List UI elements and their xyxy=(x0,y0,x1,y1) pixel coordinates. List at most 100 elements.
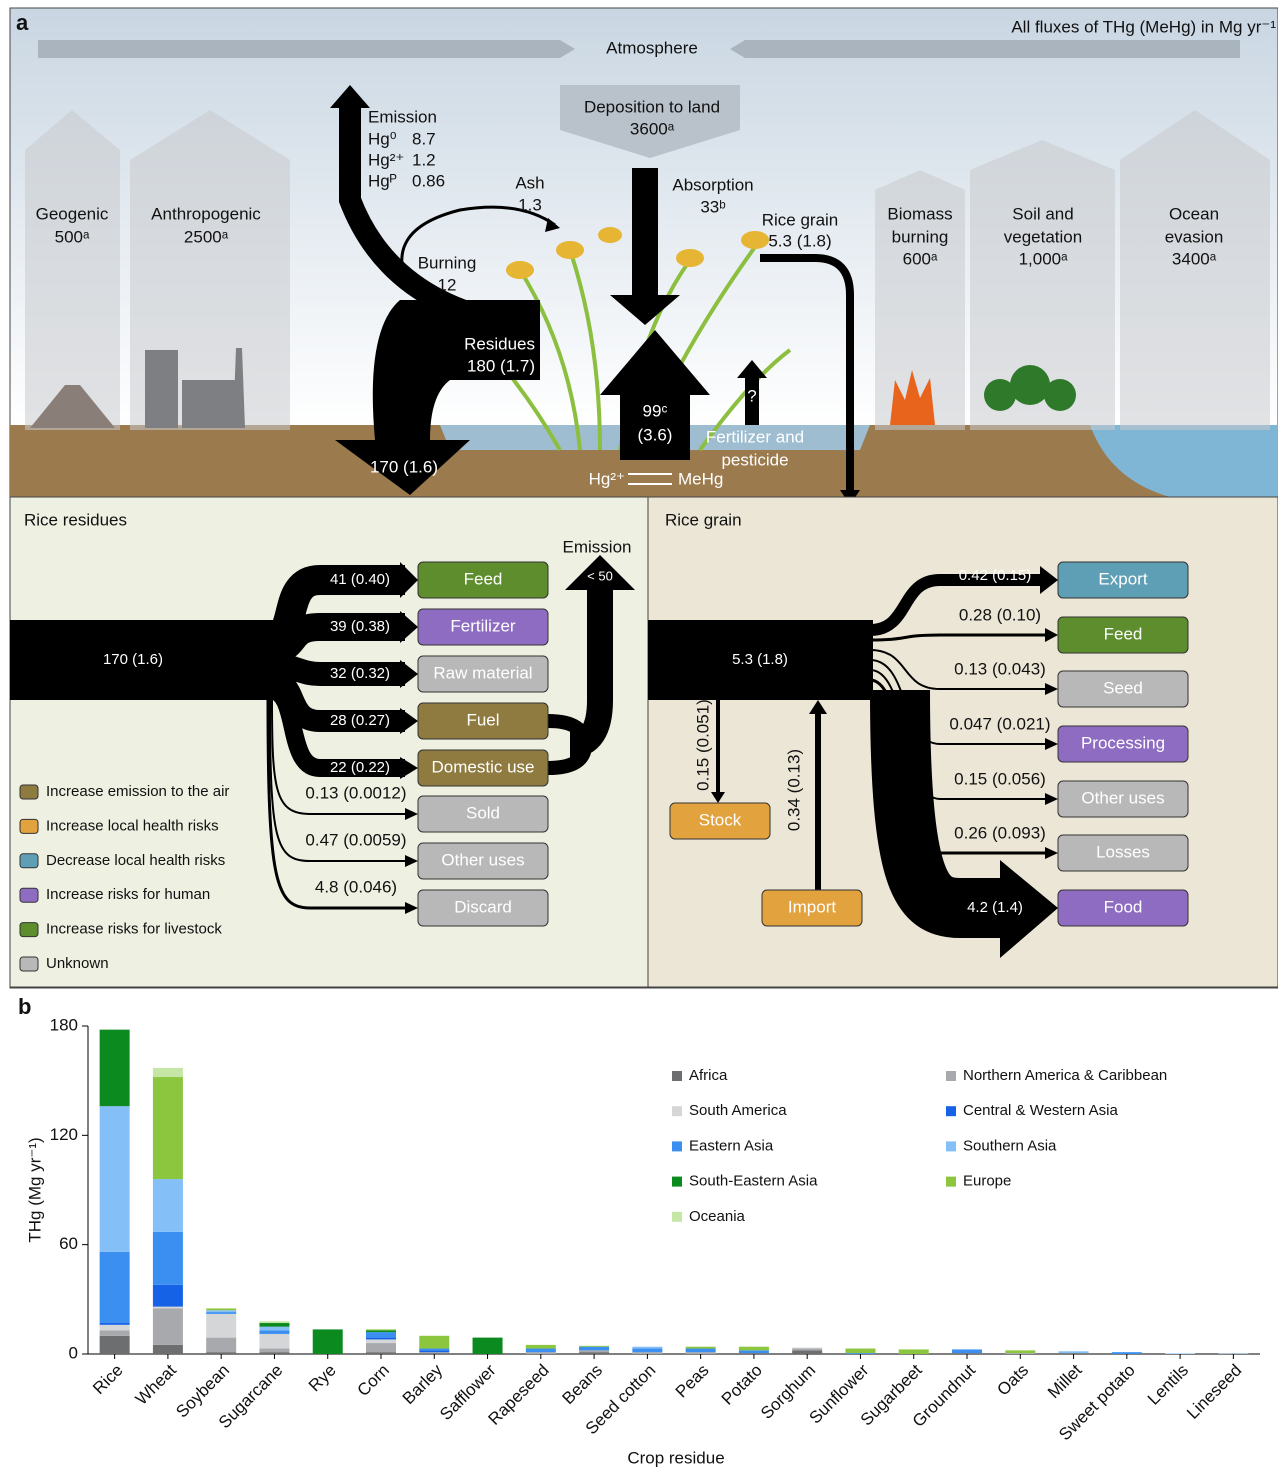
panel-label: b xyxy=(18,994,31,1019)
tree xyxy=(1010,365,1050,405)
label: Hg²⁺ xyxy=(368,150,404,169)
box-label: Other uses xyxy=(441,850,524,869)
legend-label: Central & Western Asia xyxy=(963,1102,1118,1119)
legend-label: Increase local health risks xyxy=(46,817,219,834)
box-label: Food xyxy=(1104,897,1143,916)
source-pillar xyxy=(1120,110,1270,430)
bar-chart: b THg (Mg yr⁻¹) Crop residue 0 60 120 180 Ri… xyxy=(18,994,1260,1467)
legend-label: Increase risks for livestock xyxy=(46,921,222,938)
uptake-arrow xyxy=(600,330,710,460)
source-pillar xyxy=(25,110,120,430)
legend-swatch xyxy=(672,1176,682,1187)
flow-value: 0.26 (0.093) xyxy=(954,823,1046,842)
equilibrium-arrows xyxy=(628,473,672,485)
bar-segment xyxy=(99,1029,130,1107)
bar-segment xyxy=(952,1349,982,1354)
source: 3400ᵃ xyxy=(1172,249,1217,268)
box-label: Export xyxy=(1098,569,1147,588)
bar-segment xyxy=(206,1337,237,1353)
flow-value: 0.047 (0.021) xyxy=(949,714,1050,733)
bar-segment xyxy=(152,1306,183,1309)
flow-value: 0.13 (0.0012) xyxy=(305,783,406,802)
legend-label: Decrease local health risks xyxy=(46,852,225,869)
legend-label: Increase risks for human xyxy=(46,886,210,903)
bar-segment xyxy=(152,1344,183,1354)
label: Residues xyxy=(464,334,535,353)
flow-value: 32 (0.32) xyxy=(330,665,390,682)
bar-segment xyxy=(152,1284,183,1307)
legend-swatch xyxy=(19,853,39,869)
bar-segment xyxy=(685,1352,716,1354)
panel-title: Rice residues xyxy=(24,510,127,529)
x-tick-label: Wheat xyxy=(132,1360,180,1408)
x-tick-label: Oats xyxy=(993,1361,1032,1400)
bar-segment xyxy=(419,1335,450,1349)
legend-swatch xyxy=(672,1211,682,1222)
flow-value: 4.8 (0.046) xyxy=(315,877,397,896)
bar-segment xyxy=(99,1323,130,1325)
bar-segment xyxy=(685,1346,716,1349)
bar-segment xyxy=(898,1349,929,1354)
value: 99ᶜ xyxy=(643,401,668,420)
bar-segment xyxy=(579,1345,610,1347)
legend-label: Oceania xyxy=(689,1208,746,1225)
value: 12 xyxy=(438,275,457,294)
ash-arrow xyxy=(400,205,556,291)
value: 1.2 xyxy=(412,150,436,169)
tree xyxy=(1044,379,1076,411)
bar-segment xyxy=(952,1353,982,1354)
bar-segment xyxy=(792,1350,823,1354)
bar-segment xyxy=(259,1326,290,1331)
label: Burning xyxy=(418,253,477,272)
rice-grains xyxy=(506,227,769,279)
flow-value: 28 (0.27) xyxy=(330,712,390,729)
risk-legend: Increase emission to the air Increase loc… xyxy=(19,783,229,972)
bar-segment xyxy=(738,1350,769,1354)
bar-segment xyxy=(1165,1353,1196,1354)
flow-value: 0.42 (0.15) xyxy=(959,567,1032,584)
y-tick-label: 120 xyxy=(50,1125,78,1144)
bar-segment xyxy=(525,1352,556,1354)
bar-segment xyxy=(738,1346,769,1351)
bar-segment xyxy=(152,1179,183,1232)
flow-boxes xyxy=(417,561,1189,927)
label: pesticide xyxy=(721,450,788,469)
box-label: Discard xyxy=(454,897,512,916)
bar-segment xyxy=(738,1353,769,1354)
bar-segment xyxy=(1058,1353,1089,1354)
value: < 50 xyxy=(587,568,613,583)
bar-segment xyxy=(259,1323,290,1327)
x-tick-label: Lentils xyxy=(1144,1361,1192,1409)
bar-segment xyxy=(99,1335,130,1354)
bar-segment xyxy=(206,1352,237,1354)
bar-segment xyxy=(99,1330,130,1336)
volcano xyxy=(30,385,115,428)
panel-title: Rice grain xyxy=(665,510,742,529)
y-tick-label: 0 xyxy=(69,1343,78,1362)
legend-label: Increase emission to the air xyxy=(46,783,229,800)
bar-segment xyxy=(99,1251,130,1324)
x-tick-label: Peas xyxy=(672,1361,713,1402)
bar-segment xyxy=(579,1352,610,1354)
deposition-shape xyxy=(560,85,740,158)
bar-segment xyxy=(206,1308,237,1311)
legend-label: Northern America & Caribbean xyxy=(963,1067,1167,1084)
x-tick-label: Millet xyxy=(1044,1360,1086,1402)
bar-segment xyxy=(259,1330,290,1334)
source: burning xyxy=(892,227,949,246)
source: Soil and xyxy=(1012,204,1073,223)
bar-segment xyxy=(366,1339,396,1344)
value: (3.6) xyxy=(638,425,673,444)
box-label: Processing xyxy=(1081,733,1165,752)
legend-swatch xyxy=(672,1106,682,1117)
flow-value: 0.15 (0.056) xyxy=(954,769,1046,788)
bar-segment xyxy=(632,1352,663,1354)
flow-value: 0.28 (0.10) xyxy=(959,605,1041,624)
source: Geogenic xyxy=(36,204,109,223)
box-label: Other uses xyxy=(1081,788,1164,807)
flow-value: 39 (0.38) xyxy=(330,618,390,635)
bar-segment xyxy=(419,1353,450,1354)
value: 0.15 (0.051) xyxy=(693,699,712,791)
bar-segment xyxy=(99,1106,130,1252)
panel-label: a xyxy=(16,10,29,35)
